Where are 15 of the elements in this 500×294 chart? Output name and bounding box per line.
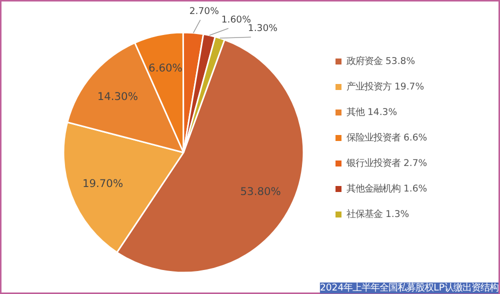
data-label: 19.70%	[82, 176, 124, 190]
legend-label: 保险业投资者 6.6%	[346, 132, 428, 144]
legend-label: 社保基金 1.3%	[346, 209, 410, 220]
data-label: 53.80%	[240, 185, 281, 198]
text: 2024年上半年全国私募股权LP认缴出资结构	[320, 282, 498, 294]
data-label: 6.60%	[148, 62, 182, 74]
data-label: 1.60%	[221, 14, 252, 26]
data-label: 2.70%	[189, 6, 220, 17]
legend-label: 其他金融机构 1.6%	[346, 184, 428, 194]
data-label: 14.30%	[97, 90, 138, 104]
legend-label: 银行业投资者 2.7%	[346, 158, 428, 169]
data-label: 1.30%	[248, 23, 278, 34]
legend-label: 政府资金 53.8%	[346, 56, 416, 67]
legend-label: 其他 14.3%	[346, 107, 398, 118]
legend-label: 产业投资方 19.7%	[346, 82, 424, 92]
